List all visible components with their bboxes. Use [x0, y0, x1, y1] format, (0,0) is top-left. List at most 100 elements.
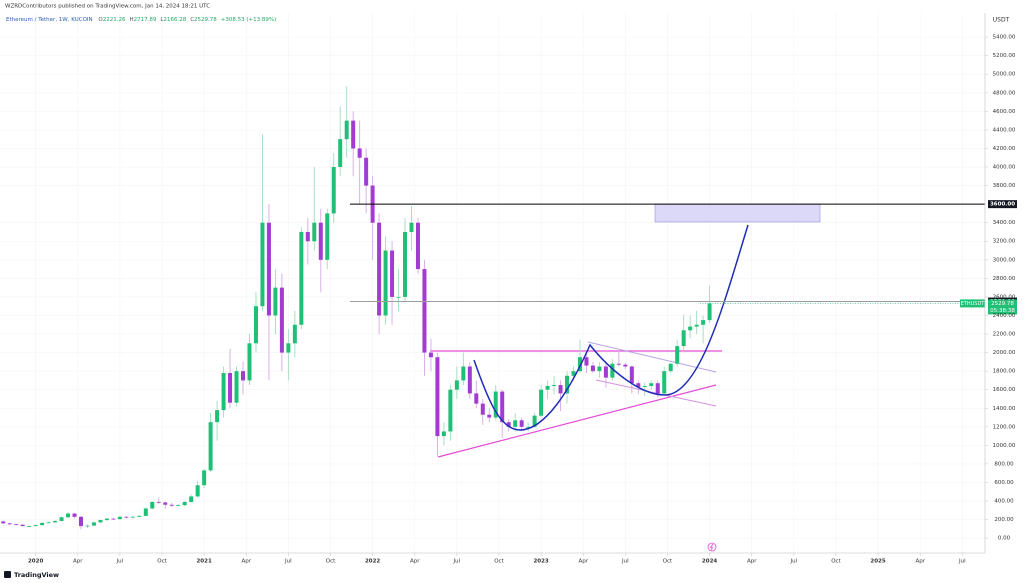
candle-body [545, 385, 550, 390]
candle-body [1, 521, 6, 524]
candle-body [91, 522, 96, 526]
candle-body [279, 287, 284, 353]
y-tick-label: 1800.00 [993, 369, 1016, 375]
y-tick-label: 3800.00 [993, 183, 1016, 189]
candle-body [260, 222, 265, 307]
candle-body [493, 391, 498, 418]
y-tick-label: 4200.00 [993, 146, 1016, 152]
last-price-box [988, 299, 1017, 315]
y-tick-label: 3000.00 [993, 257, 1016, 263]
x-tick-label: 2022 [365, 559, 380, 565]
candle-body [228, 373, 233, 403]
x-tick-label: Oct [326, 559, 336, 565]
candle-body [79, 516, 84, 527]
candle-body [299, 231, 304, 325]
y-tick-label: 2800.00 [993, 276, 1016, 282]
y-tick-label: 5000.00 [993, 72, 1016, 78]
target-zone [654, 203, 821, 223]
candle-body [143, 508, 148, 516]
legend: Ethereum / Tether, 1W, KUCOIN O2221.26 H2… [6, 17, 276, 23]
candle-body [85, 525, 90, 527]
candle-body [40, 522, 45, 526]
x-tick-label: Jul [453, 559, 461, 565]
legend-change: +308.53 (+13.89%) [221, 17, 276, 23]
candle-body [454, 380, 459, 390]
candle-body [487, 414, 492, 418]
legend-value: 2717.89 [134, 17, 157, 23]
candle-body [266, 222, 271, 316]
axes: 0.00 200.00 400.00 600.00 800.00 1000.00 1200.… [28, 35, 1016, 565]
x-tick-label: Apr [915, 559, 925, 565]
candle-body [539, 389, 544, 416]
candle-body [584, 357, 589, 366]
candle-body [124, 516, 129, 518]
candle-body [241, 371, 246, 381]
y-tick-label: 2200.00 [993, 332, 1016, 338]
candle-body [14, 524, 19, 526]
x-tick-label: Jul [958, 559, 966, 565]
candle-body [526, 426, 531, 428]
candle-body [519, 420, 524, 427]
x-tick-label: Jul [116, 559, 124, 565]
candle-body [111, 518, 116, 520]
candle-body [435, 357, 440, 437]
candle-body [422, 269, 427, 353]
y-tick-label: 5200.00 [993, 53, 1016, 59]
y-tick-label: 0.00 [998, 536, 1011, 542]
candle-body [104, 518, 109, 521]
event-icon-bolt [709, 543, 714, 551]
x-tick-label: 2024 [702, 559, 717, 565]
candle-body [53, 520, 58, 523]
y-tick-label: 2400.00 [993, 313, 1016, 319]
y-tick-label: 400.00 [994, 499, 1014, 505]
candle-body [176, 505, 181, 507]
candle-body [33, 525, 38, 527]
event-icon [707, 542, 717, 552]
candle-body [325, 213, 330, 260]
y-tick-label: 4400.00 [993, 127, 1016, 133]
x-tick-label: 2025 [870, 559, 885, 565]
candle-body [253, 306, 258, 344]
legend-value: 2166.28 [163, 17, 186, 23]
x-tick-label: Jul [790, 559, 798, 565]
candle-body [610, 363, 615, 378]
y-tick-label: 2600.00 [993, 294, 1016, 300]
symbol-box [960, 299, 985, 308]
y-tick-label: 1000.00 [993, 443, 1016, 449]
candle-body [59, 517, 64, 521]
x-tick-label: Apr [578, 559, 588, 565]
last-price-label: 2529.78 [991, 301, 1014, 307]
x-tick-label: Oct [663, 559, 673, 565]
candle-body [189, 496, 194, 502]
candle-body [377, 222, 382, 316]
y-tick-label: 5400.00 [993, 35, 1016, 41]
candle-body [305, 231, 310, 242]
candle-body [623, 364, 628, 367]
candle-body [383, 250, 388, 316]
candle-body [344, 120, 349, 140]
candle-body [467, 366, 472, 394]
candle-body [577, 357, 582, 372]
candle-body [156, 501, 161, 503]
candle-body [7, 523, 12, 525]
candle-body [441, 431, 446, 437]
candle-body [552, 385, 557, 386]
x-tick-label: Apr [747, 559, 757, 565]
candle-body [247, 343, 252, 381]
x-tick-label: 2020 [28, 559, 43, 565]
y-tick-label: 600.00 [994, 480, 1014, 486]
symbol: Ethereum / Tether, 1W, KUCOIN [6, 17, 93, 23]
legend-value: 2529.78 [194, 17, 217, 23]
candle-body [701, 320, 706, 325]
candle-body [169, 504, 174, 506]
candle-body [506, 422, 511, 427]
x-tick-label: Jul [284, 559, 292, 565]
candle-body [642, 385, 647, 387]
candle-body [513, 420, 518, 427]
candle-body [688, 326, 693, 331]
candle-body [649, 383, 654, 386]
x-tick-label: Apr [410, 559, 420, 565]
candle-body [603, 366, 608, 378]
candle-body [357, 148, 362, 158]
